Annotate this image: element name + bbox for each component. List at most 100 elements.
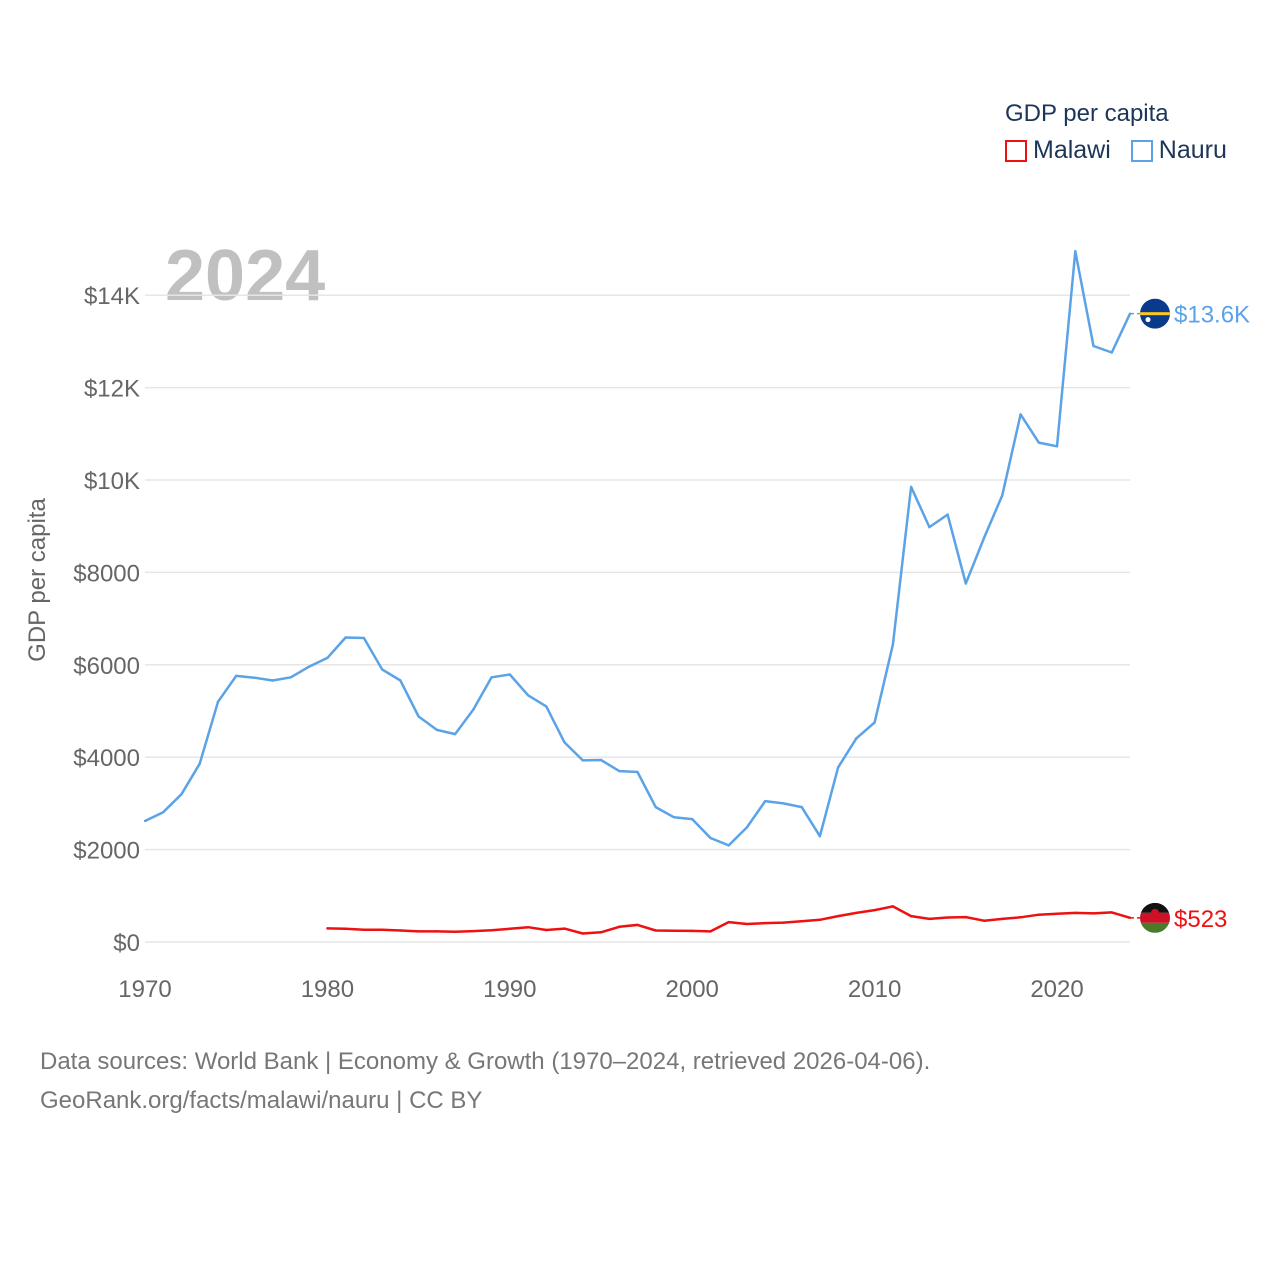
data-point-nauru [636,770,639,774]
data-point-nauru [800,805,803,809]
flag-stripe-green [1140,922,1170,933]
flag-stripe-yellow [1140,312,1170,316]
data-point-malawi [472,929,475,933]
data-point-nauru [143,819,147,823]
data-point-malawi [1110,911,1113,914]
y-tick-label: $8000 [73,560,140,587]
data-point-nauru [344,636,347,639]
data-point-nauru [745,826,749,829]
data-point-nauru [909,485,913,489]
data-point-nauru [581,759,584,762]
flag-body [1140,902,1170,933]
data-point-malawi [435,930,439,933]
data-point-nauru [599,758,603,762]
data-point-nauru [891,643,895,646]
data-point-malawi [891,905,895,908]
data-point-malawi [873,908,876,912]
legend-item-nauru[interactable]: Nauru [1130,136,1227,165]
data-point-nauru [946,513,949,516]
data-point-nauru [1110,351,1113,354]
data-point-nauru [855,737,858,740]
x-tick-label: 2010 [848,976,901,1003]
data-point-malawi [727,920,730,924]
data-point-malawi [490,929,493,932]
data-point-malawi [362,928,366,931]
data-point-nauru [1055,445,1059,448]
flag-body [1140,298,1170,329]
legend-swatch-malawi [1005,139,1027,162]
data-point-malawi [745,922,749,926]
data-point-nauru [964,582,968,585]
data-point-nauru [289,676,293,679]
data-point-malawi [526,926,530,929]
data-point-nauru [198,762,201,765]
y-tick-label: $10K [84,468,140,495]
data-point-nauru [490,676,493,679]
data-point-malawi [709,930,712,933]
data-point-nauru [326,656,329,660]
data-point-nauru [417,715,420,718]
data-point-malawi [344,927,347,931]
data-point-nauru [618,769,621,773]
x-tick-label: 2000 [666,976,719,1003]
series-line-nauru [144,250,1132,847]
data-point-malawi [763,921,767,925]
data-point-malawi [1037,913,1040,916]
data-point-nauru [1001,494,1004,497]
data-point-nauru [435,728,439,732]
sources-line-2[interactable]: GeoRank.org/facts/malawi/nauru | CC BY [40,1087,483,1114]
data-point-malawi [545,928,548,932]
data-sources: Data sources: World Bank | Economy & Gro… [40,1042,930,1120]
data-point-malawi [399,929,402,932]
legend-label-malawi: Malawi [1033,136,1111,164]
y-tick-label: $4000 [73,745,140,772]
year-label: 2024 [165,236,325,316]
y-tick-label: $14K [84,283,140,310]
x-tick-label: 1980 [301,976,354,1003]
data-point-malawi [599,931,603,934]
data-point-malawi [563,927,566,930]
data-point-malawi [672,929,676,932]
data-point-nauru [782,802,785,805]
data-point-nauru [253,676,256,679]
y-tick-label: $0 [113,930,140,957]
data-point-malawi [636,923,639,927]
gridlines [145,294,1130,943]
data-point-malawi [380,928,384,931]
data-point-malawi [982,919,986,922]
data-point-malawi [691,929,694,933]
data-point-malawi [855,911,858,915]
flag-stripe-red [1140,912,1170,923]
series-lines [143,250,1132,935]
data-point-malawi [581,932,584,935]
data-point-malawi [508,927,512,931]
data-point-nauru [691,817,694,821]
data-point-nauru [235,674,238,678]
y-tick-label: $6000 [73,653,140,680]
data-point-nauru [307,665,311,668]
data-point-nauru [453,732,457,736]
data-point-nauru [654,805,657,809]
data-point-nauru [180,792,183,796]
data-point-nauru [709,836,712,840]
y-tick-label: $12K [84,376,140,403]
end-value-label-malawi: $523 [1174,906,1227,933]
data-point-malawi [1074,911,1077,915]
data-point-malawi [453,930,457,934]
data-point-malawi [1092,912,1095,915]
data-point-malawi [909,914,913,918]
data-point-nauru [362,636,366,640]
data-point-malawi [1019,916,1022,919]
y-tick-label: $2000 [73,838,140,865]
data-point-nauru [1074,250,1077,253]
data-point-malawi [1055,912,1059,916]
data-point-nauru [399,679,402,682]
data-point-malawi [417,930,420,933]
data-point-nauru [216,700,220,703]
y-axis-title: GDP per capita [24,498,51,662]
data-point-nauru [873,721,876,724]
data-point-nauru [526,694,530,697]
legend-item-malawi[interactable]: Malawi [1005,136,1111,165]
data-point-malawi [964,915,968,919]
data-point-nauru [472,708,475,711]
